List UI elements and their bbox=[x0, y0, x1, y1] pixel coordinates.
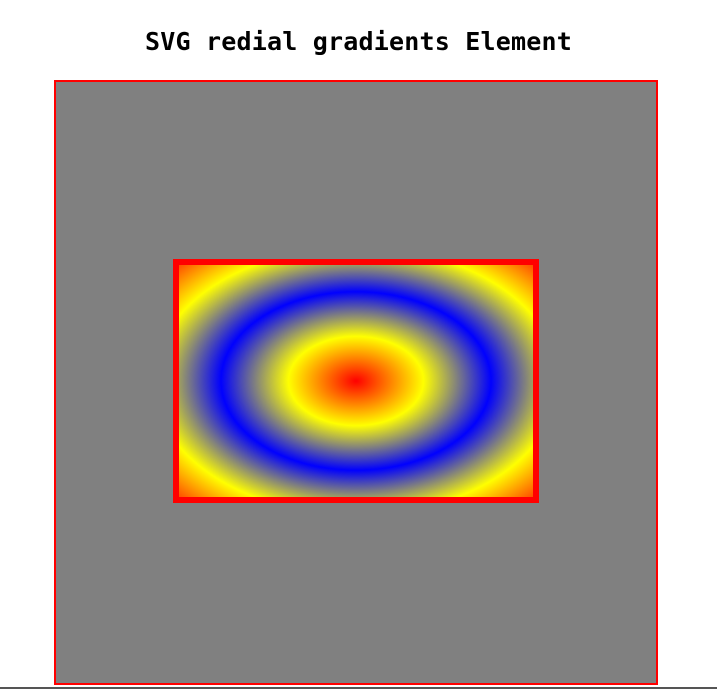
page-title: SVG redial gradients Element bbox=[144, 27, 573, 56]
svg-canvas bbox=[54, 80, 658, 685]
bottom-divider bbox=[0, 687, 717, 689]
gradient-rectangle bbox=[173, 259, 539, 503]
